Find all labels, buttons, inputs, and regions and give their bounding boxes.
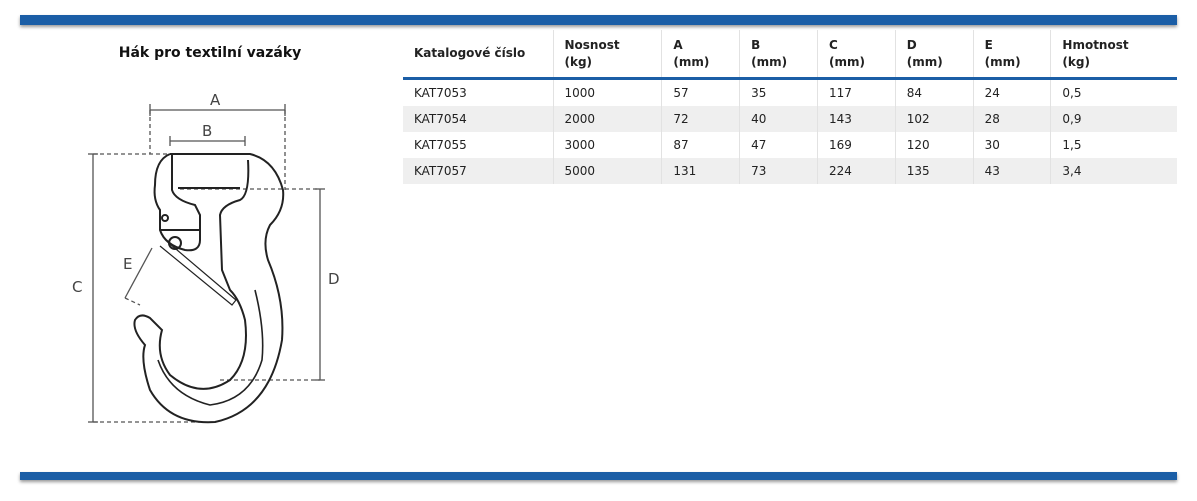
table-cell: 2000 [553,106,663,132]
table-cell: 24 [973,78,1052,106]
bottom-accent-bar [20,472,1177,480]
table-cell: 3,4 [1050,158,1177,184]
header-e: E (mm) [973,30,1052,80]
table-cell: 43 [973,158,1052,184]
table-cell: 72 [661,106,741,132]
table-cell: 5000 [553,158,663,184]
table-cell: 117 [817,78,896,106]
table-row: KAT7053 1000 57 35 117 84 24 0,5 [403,78,1177,106]
table-cell: 40 [739,106,818,132]
table-cell: KAT7057 [403,158,554,184]
hook-dimension-drawing: A B C D E [72,91,340,424]
table-row: KAT7055 3000 87 47 169 120 30 1,5 [403,132,1177,158]
header-capacity: Nosnost (kg) [553,30,663,80]
diagram-title: Hák pro textilní vazáky [118,45,302,61]
table-cell: 102 [895,106,974,132]
dimension-c [88,153,200,423]
table-cell: 0,9 [1050,106,1177,132]
table-cell: 1,5 [1062,138,1082,152]
header-a: A (mm) [661,30,741,80]
table-cell: 0,5 [1062,86,1082,100]
table-cell: 135 [895,158,974,184]
label-e: E [123,255,132,273]
table-cell: 87 [661,132,741,158]
header-b: B (mm) [739,30,818,80]
table-cell: 73 [739,158,818,184]
table-cell: 1000 [553,78,663,106]
table-row: KAT7054 2000 72 40 143 102 28 0,9 [403,106,1177,132]
table-cell: 30 [973,132,1052,158]
label-b: B [202,122,212,140]
header-d: D (mm) [895,30,974,80]
header-weight: Hmotnost (kg) [1050,30,1177,80]
table-cell: 143 [817,106,896,132]
specifications-table: Katalogové číslo Nosnost (kg) A (mm) B (mm)… [403,30,1177,184]
table-cell: 224 [817,158,896,184]
table-header-row: Katalogové číslo Nosnost (kg) A (mm) B (mm)… [403,30,1177,80]
table-cell: 169 [817,132,896,158]
table-cell: KAT7054 [403,106,554,132]
table-cell: 28 [973,106,1052,132]
header-c: C (mm) [817,30,896,80]
table-cell: 3000 [553,132,663,158]
table-cell: KAT7053 [403,78,554,106]
table-row: KAT7057 5000 131 73 224 135 43 3,4 [403,158,1177,184]
header-catalog-number: Katalogové číslo [403,30,554,80]
label-d: D [328,270,340,288]
table-cell: 35 [739,78,818,106]
table-cell: KAT7055 [403,132,554,158]
label-a: A [210,91,221,109]
dimension-b [169,136,246,146]
table-cell: 120 [895,132,974,158]
dimension-e [124,247,153,306]
table-cell: 57 [661,78,741,106]
dimension-d [180,188,325,381]
table-cell: 131 [661,158,741,184]
hook-outline [133,153,285,424]
table-cell: 84 [895,78,974,106]
top-accent-bar [20,15,1177,25]
table-cell: 47 [739,132,818,158]
label-c: C [72,278,82,296]
dimension-a [149,104,286,190]
